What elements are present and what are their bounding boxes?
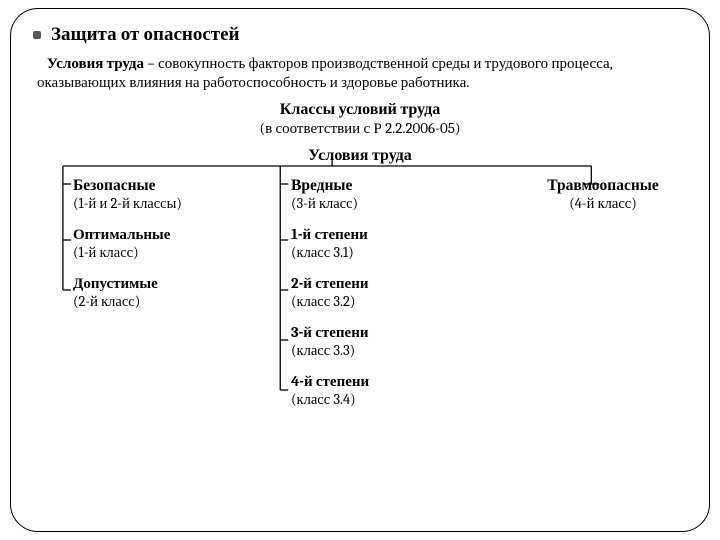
- safe-acceptable-title: Допустимые: [73, 274, 263, 293]
- safe-optimal: Оптимальные (1-й класс): [73, 225, 263, 262]
- harmful-d4-title: 4-й степени: [291, 372, 481, 391]
- harmful-d2: 2-й степени (класс 3.2): [291, 274, 481, 311]
- safe-acceptable: Допустимые (2-й класс): [73, 274, 263, 311]
- title-row: Защита от опасностей: [33, 23, 687, 46]
- root-node: Условия труда: [308, 146, 412, 165]
- category-safe-sub: (1-й и 2-й классы): [73, 195, 263, 213]
- root-node-wrap: Условия труда: [33, 136, 687, 165]
- category-trauma-title: Травмоопасные: [503, 176, 703, 195]
- category-harmful-sub: (3-й класс): [291, 195, 481, 213]
- harmful-d3-sub: (класс 3.3): [291, 342, 481, 360]
- category-harmful-title: Вредные: [291, 176, 481, 195]
- safe-acceptable-sub: (2-й класс): [73, 293, 263, 311]
- safe-optimal-title: Оптимальные: [73, 225, 263, 244]
- harmful-d2-sub: (класс 3.2): [291, 293, 481, 311]
- harmful-d1-sub: (класс 3.1): [291, 244, 481, 262]
- category-harmful: Вредные (3-й класс) 1-й степени (класс 3…: [291, 176, 481, 409]
- category-safe-title: Безопасные: [73, 176, 263, 195]
- category-safe: Безопасные (1-й и 2-й классы) Оптимальны…: [73, 176, 263, 311]
- category-trauma: Травмоопасные (4-й класс): [503, 176, 703, 213]
- bullet-icon: [33, 31, 41, 39]
- definition-paragraph: Условия труда – совокупность факторов пр…: [33, 54, 687, 92]
- page-title: Защита от опасностей: [51, 23, 240, 46]
- classes-heading: Классы условий труда: [33, 100, 687, 119]
- harmful-d1-title: 1-й степени: [291, 225, 481, 244]
- harmful-d4: 4-й степени (класс 3.4): [291, 372, 481, 409]
- definition-term: Условия труда: [47, 54, 144, 72]
- safe-optimal-sub: (1-й класс): [73, 244, 263, 262]
- harmful-d3: 3-й степени (класс 3.3): [291, 323, 481, 360]
- tree-diagram: Условия труда Безопасные (1-й и 2-й клас…: [33, 142, 687, 462]
- content-frame: Защита от опасностей Условия труда – сов…: [10, 8, 710, 532]
- category-trauma-sub: (4-й класс): [503, 195, 703, 213]
- harmful-d4-sub: (класс 3.4): [291, 391, 481, 409]
- harmful-d2-title: 2-й степени: [291, 274, 481, 293]
- harmful-d1: 1-й степени (класс 3.1): [291, 225, 481, 262]
- harmful-d3-title: 3-й степени: [291, 323, 481, 342]
